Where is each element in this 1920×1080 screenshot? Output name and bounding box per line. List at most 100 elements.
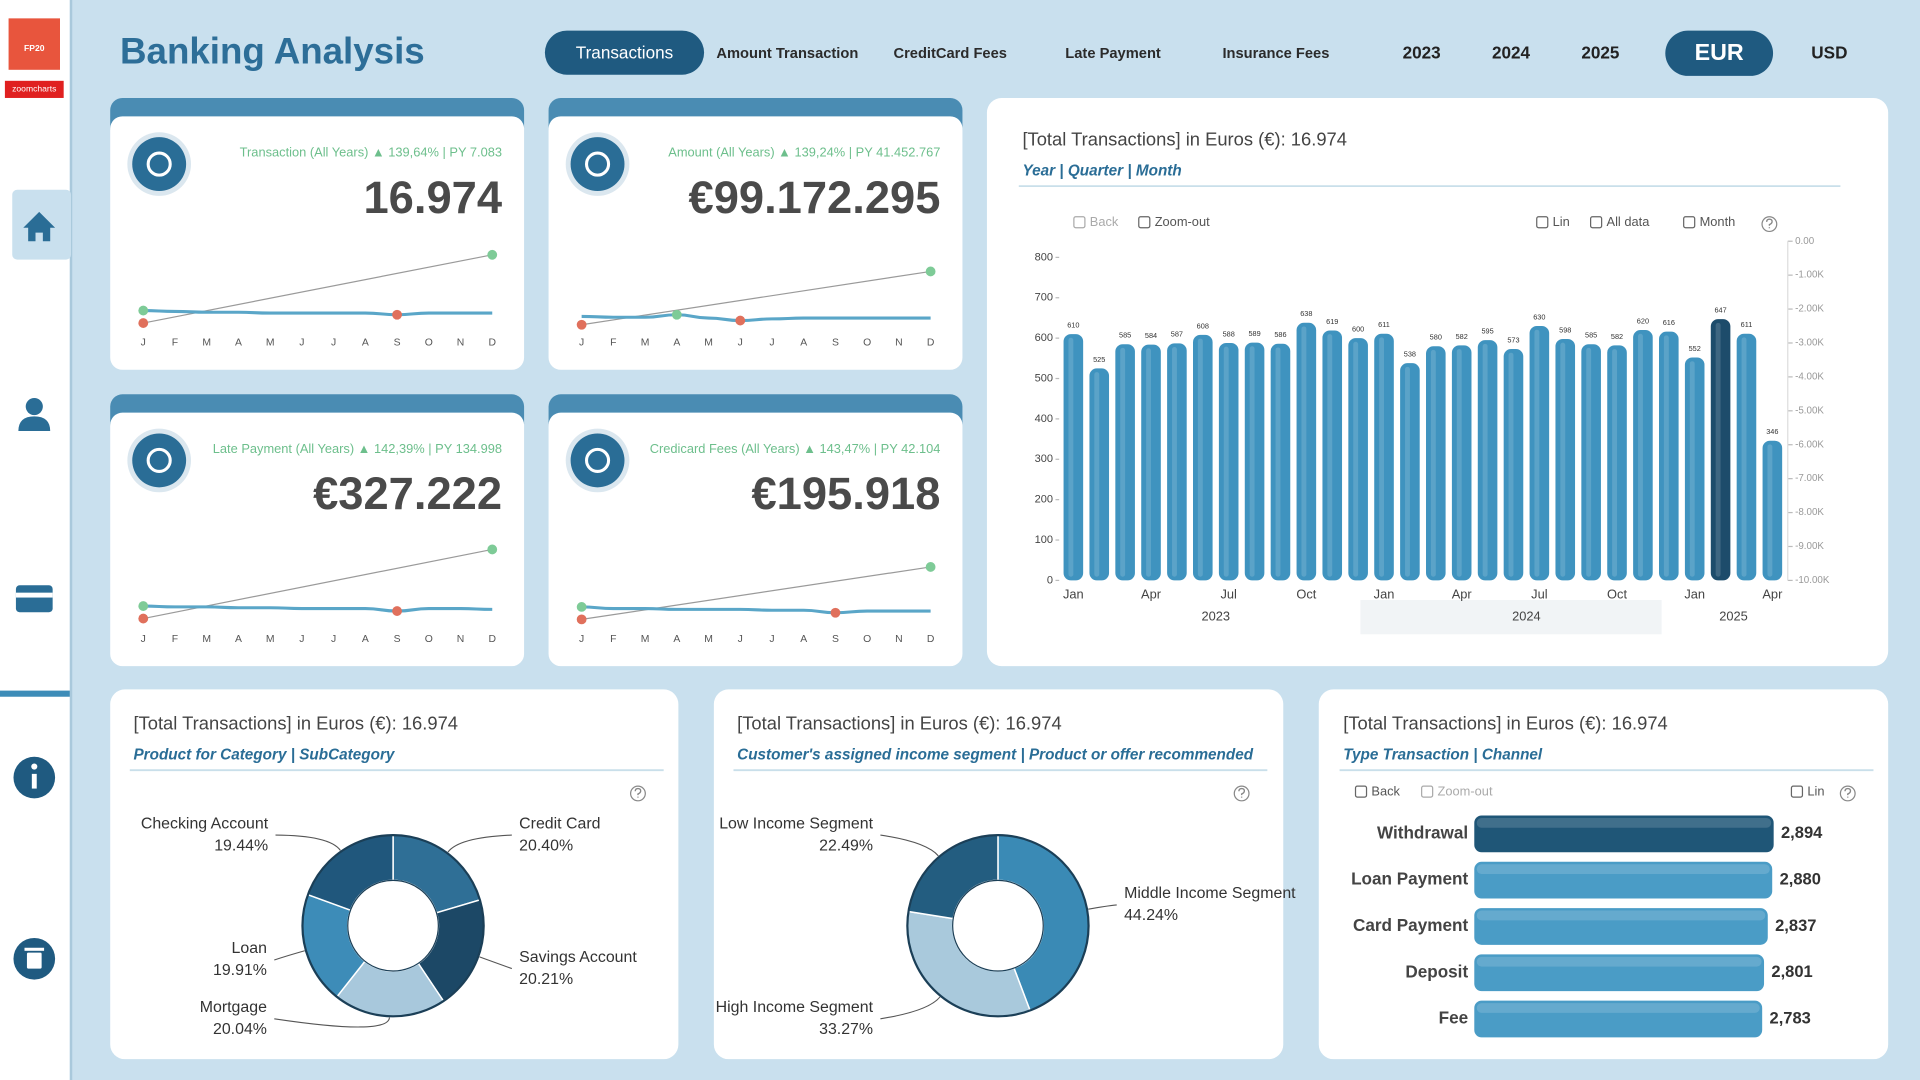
toolbar-button[interactable]: Month [1700, 214, 1736, 229]
donut-rim [301, 834, 485, 1018]
spark-max [138, 601, 149, 611]
brand-box [4, 80, 64, 98]
help-icon[interactable] [630, 785, 646, 802]
bar [1374, 333, 1394, 581]
x-tick-label: Oct [1296, 586, 1316, 601]
toolbar-icon[interactable] [1683, 216, 1696, 229]
tab[interactable]: Late Payment [1065, 46, 1161, 62]
toolbar-icon[interactable] [1138, 216, 1151, 229]
toolbar-icon[interactable] [1073, 216, 1086, 229]
toolbar-button[interactable]: Back [1371, 784, 1400, 799]
x-tick-label: Jul [1220, 586, 1236, 601]
month-label: J [331, 338, 336, 349]
tab[interactable]: CreditCard Fees [893, 46, 1006, 62]
currency-active[interactable] [1665, 30, 1774, 76]
kpi-caption: Late Payment (All Years) ▲ 142,39% | PY … [213, 441, 502, 456]
bar [1659, 331, 1679, 581]
spark-line [581, 313, 931, 323]
help-icon[interactable] [1761, 216, 1778, 233]
toolbar-button[interactable]: All data [1607, 214, 1651, 229]
x-group-label: 2023 [1201, 609, 1230, 624]
bar-value-label: 608 [1197, 321, 1209, 330]
toolbar-button[interactable]: Lin [1553, 214, 1570, 229]
bar-value-label: 598 [1559, 325, 1571, 334]
y2-tick-label: -4.00K [1795, 371, 1824, 382]
toolbar-button[interactable]: Zoom-out [1155, 214, 1210, 229]
slice-label: Credit Card [519, 815, 600, 832]
tab[interactable]: Amount Transaction [716, 46, 858, 62]
toolbar-button[interactable]: Zoom-out [1438, 784, 1493, 799]
toolbar-button[interactable]: Lin [1807, 784, 1824, 799]
bar-value-label: 538 [1404, 350, 1416, 359]
month-label: N [895, 634, 903, 645]
year-filter[interactable]: 2024 [1492, 42, 1531, 62]
bar-value-label: 616 [1663, 318, 1675, 327]
trash-icon-lid [24, 947, 45, 951]
help-icon[interactable] [1839, 785, 1856, 802]
x-tick-label: Oct [1607, 586, 1627, 601]
home-icon[interactable] [23, 211, 56, 242]
card-icon[interactable] [15, 585, 53, 613]
bar [1474, 954, 1765, 992]
bar-value-label: 582 [1456, 332, 1468, 341]
y2-tick-label: -3.00K [1795, 338, 1824, 349]
user-icon[interactable] [25, 397, 43, 416]
month-label: D [488, 634, 496, 645]
bar-value-label: 638 [1300, 309, 1312, 318]
month-label: A [673, 338, 680, 349]
bar-shine [1663, 335, 1669, 577]
spark-min [392, 606, 402, 616]
tab[interactable]: Insurance Fees [1222, 46, 1329, 62]
x-tick-label: Jul [1531, 586, 1547, 601]
slice-label: Loan [232, 940, 267, 957]
month-label: A [235, 338, 242, 349]
card [110, 116, 525, 370]
month-label: O [425, 338, 433, 349]
bar-value-label: 611 [1741, 320, 1753, 329]
slice-value-label: 20.04% [213, 1021, 267, 1038]
y2-tick-label: -6.00K [1795, 439, 1824, 450]
tab-active[interactable] [544, 30, 705, 75]
month-label: A [800, 338, 807, 349]
toolbar-icon[interactable] [1790, 785, 1804, 798]
bar-shine [1741, 337, 1747, 577]
currency[interactable]: EUR [1695, 39, 1744, 65]
month-label: D [488, 338, 496, 349]
y2-tick-label: -10.00K [1795, 575, 1830, 586]
bar [1762, 440, 1783, 581]
spark-max [671, 309, 682, 320]
bar-shine [1172, 347, 1177, 577]
help-icon[interactable] [1233, 785, 1250, 802]
card-icon [570, 433, 625, 488]
year-filter[interactable]: 2025 [1581, 42, 1620, 62]
toolbar-icon[interactable] [1536, 216, 1549, 229]
x-tick-label: Jan [1684, 586, 1705, 601]
year-filter[interactable]: 2023 [1403, 42, 1441, 62]
spark-line [143, 604, 493, 613]
bar-shine [1560, 342, 1566, 577]
toolbar-icon[interactable] [1590, 216, 1603, 229]
tab[interactable]: Transactions [576, 42, 673, 62]
chart-subtitle: Year | Quarter | Month [1022, 162, 1181, 179]
bar-value-label: 600 [1352, 325, 1364, 334]
currency[interactable]: USD [1811, 42, 1847, 62]
bar-value-label: 611 [1378, 320, 1390, 329]
month-label: A [673, 634, 680, 645]
bar [1400, 363, 1420, 581]
bar-shine [1476, 956, 1762, 967]
toolbar-icon[interactable] [1354, 785, 1368, 798]
kpi-caption: Amount (All Years) ▲ 139,24% | PY 41.452… [668, 144, 940, 159]
toolbar-button[interactable]: Back [1090, 214, 1119, 229]
month-label: F [172, 338, 178, 349]
month-label: J [141, 338, 146, 349]
bar [1348, 338, 1368, 581]
toolbar-icon[interactable] [1421, 785, 1434, 798]
leader-line [274, 950, 305, 961]
bar-value-label: 586 [1274, 330, 1286, 339]
month-label: M [266, 338, 275, 349]
chart-subtitle: Type Transaction | Channel [1343, 747, 1543, 764]
bar [1167, 343, 1187, 581]
user-icon-body[interactable] [18, 416, 51, 432]
card-icon-glyph [146, 447, 172, 473]
slice-label: Low Income Segment [719, 815, 873, 832]
